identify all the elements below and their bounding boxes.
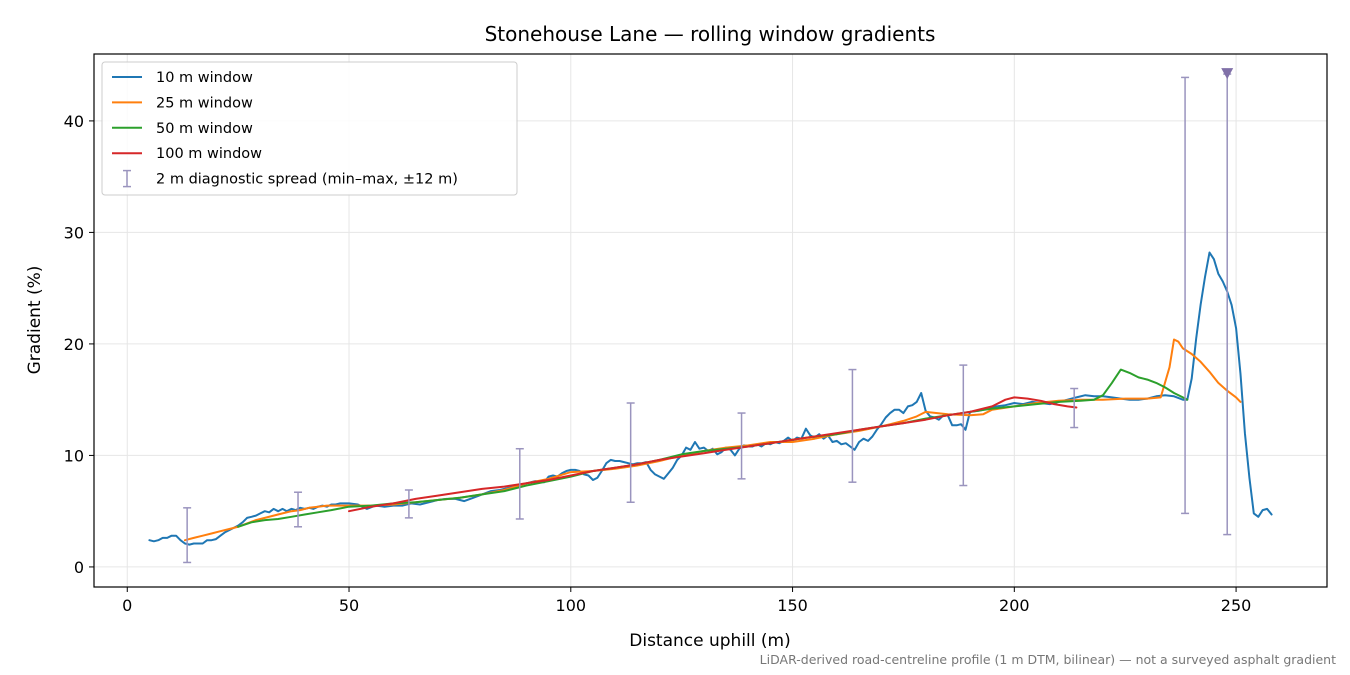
- spread-bar: [1181, 76, 1190, 515]
- clipped-markers: [1221, 68, 1234, 80]
- legend-entry: 50 m window: [112, 121, 253, 137]
- x-tick-label: 150: [777, 596, 808, 615]
- series-lines: [148, 251, 1273, 546]
- legend-label: 25 m window: [156, 95, 253, 111]
- spread-bar: [626, 402, 635, 504]
- legend-entry: 100 m window: [112, 146, 262, 162]
- chart-legend: 10 m window 25 m window 50 m window 100 m w…: [101, 61, 518, 196]
- x-tick-label: 50: [339, 596, 359, 615]
- legend-label: 50 m window: [156, 121, 253, 137]
- y-tick-label: 20: [64, 335, 84, 354]
- spread-bar: [1223, 73, 1232, 536]
- footnote: LiDAR-derived road-centreline profile (1…: [760, 652, 1336, 667]
- y-axis-ticks: 0 10 20 30 40: [64, 112, 94, 577]
- series-line-4: [348, 396, 1078, 513]
- spread-bar: [737, 412, 746, 480]
- x-axis-ticks: 0 50 100 150 200 250: [122, 587, 1251, 615]
- diagnostic-spread-bars: [183, 73, 1232, 564]
- legend-entry: 25 m window: [112, 95, 253, 111]
- legend-entry: 2 m diagnostic spread (min–max, ±12 m): [123, 169, 458, 188]
- legend-label: 100 m window: [156, 146, 262, 162]
- legend-label: 2 m diagnostic spread (min–max, ±12 m): [156, 172, 458, 188]
- y-tick-label: 0: [74, 558, 84, 577]
- x-axis-label: Distance uphill (m): [629, 631, 790, 651]
- y-axis-label: Gradient (%): [25, 266, 45, 375]
- legend-label: 10 m window: [156, 70, 253, 86]
- legend-box: [101, 61, 518, 196]
- chart-title: Stonehouse Lane — rolling window gradien…: [485, 22, 936, 46]
- spread-bar: [848, 368, 857, 483]
- x-tick-label: 250: [1221, 596, 1252, 615]
- spread-bar: [1070, 387, 1079, 429]
- series-line-2: [183, 338, 1242, 542]
- x-tick-label: 0: [122, 596, 132, 615]
- y-tick-label: 30: [64, 223, 84, 242]
- legend-swatch: [123, 169, 131, 188]
- spread-bar: [404, 489, 413, 519]
- y-tick-label: 10: [64, 446, 84, 465]
- spread-bar: [183, 507, 192, 564]
- x-tick-label: 200: [999, 596, 1030, 615]
- plot-frame: [93, 53, 1328, 588]
- clipped-value-marker: [1221, 68, 1234, 80]
- spread-bar: [959, 364, 968, 487]
- spread-bar: [515, 447, 524, 520]
- series-line-1: [148, 251, 1273, 546]
- x-tick-label: 100: [556, 596, 587, 615]
- legend-entry: 10 m window: [112, 70, 253, 86]
- spread-bar: [294, 491, 303, 528]
- y-tick-label: 40: [64, 112, 84, 131]
